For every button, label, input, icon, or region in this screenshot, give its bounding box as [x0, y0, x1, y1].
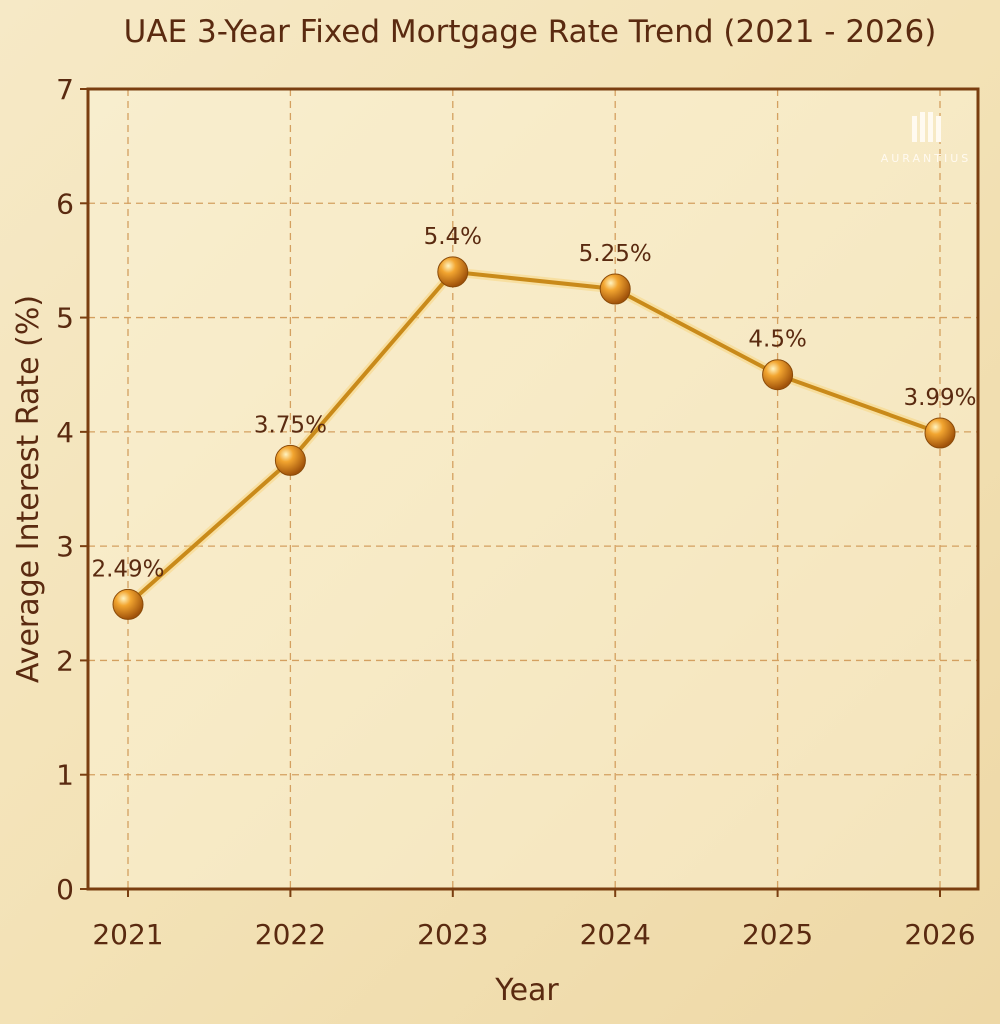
y-tick-label: 1: [56, 759, 74, 792]
plot-frame: [86, 87, 980, 891]
x-tick-label: 2023: [417, 918, 488, 951]
y-tick-label: 2: [56, 644, 74, 677]
data-label: 4.5%: [748, 327, 806, 353]
x-tick-label: 2021: [92, 918, 163, 951]
x-tick-label: 2022: [255, 918, 326, 951]
logo-text: AURANTIUS: [880, 152, 972, 165]
data-point: [437, 256, 469, 288]
data-label: 2.49%: [91, 556, 164, 582]
x-tick-label: 2026: [904, 918, 975, 951]
y-tick-label: 5: [56, 302, 74, 335]
plot-area: [88, 89, 978, 889]
y-axis-label: Average Interest Rate (%): [11, 295, 46, 683]
x-tick-label: 2025: [742, 918, 813, 951]
data-label: 5.25%: [579, 241, 652, 267]
data-point: [762, 359, 794, 391]
series-line: [126, 269, 941, 606]
data-label: 5.4%: [424, 224, 482, 250]
data-point: [924, 417, 956, 449]
logo-icon: [912, 112, 941, 142]
y-tick-label: 6: [56, 187, 74, 220]
data-label: 3.99%: [903, 385, 976, 411]
brand-logo: AURANTIUS: [870, 112, 982, 165]
y-tick-label: 7: [56, 73, 74, 106]
chart-title: UAE 3-Year Fixed Mortgage Rate Trend (20…: [123, 14, 937, 50]
data-point: [599, 273, 631, 305]
x-axis-label: Year: [494, 973, 559, 1008]
x-tick-label: 2024: [580, 918, 651, 951]
data-point: [112, 588, 144, 620]
y-tick-label: 0: [56, 873, 74, 906]
data-point: [274, 444, 306, 476]
y-tick-label: 3: [56, 530, 74, 563]
data-label: 3.75%: [254, 412, 327, 438]
y-tick-label: 4: [56, 416, 74, 449]
